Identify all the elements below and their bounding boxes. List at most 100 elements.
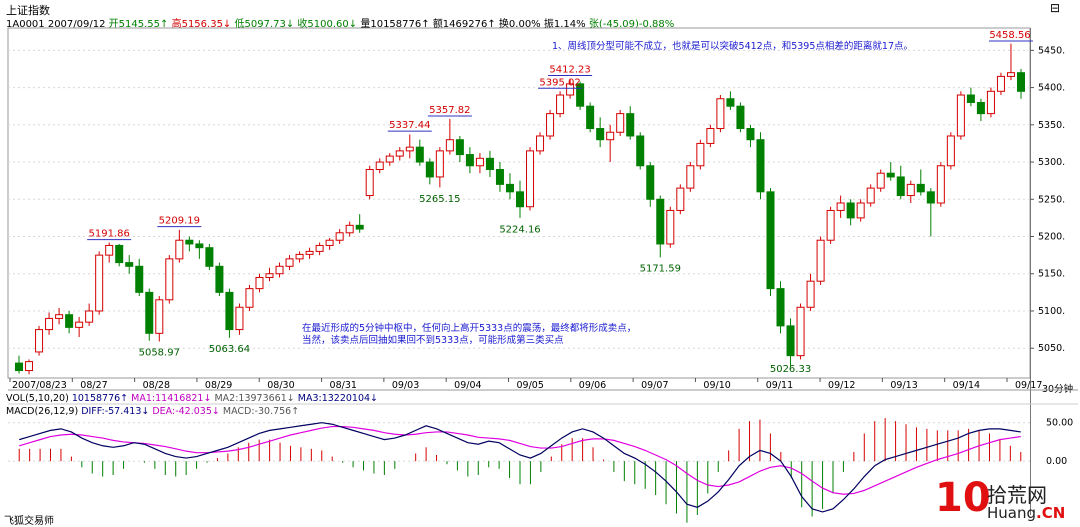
candle-body: [606, 131, 615, 141]
candle-body: [85, 310, 94, 323]
candle-body: [646, 165, 655, 200]
candle-body: [926, 191, 935, 204]
x-tick-label: 09/06: [579, 380, 606, 391]
candle-body: [405, 146, 414, 152]
candle-body: [515, 191, 525, 208]
candle-body: [365, 168, 374, 197]
macd-tick-label: 0.00: [1046, 456, 1067, 467]
trough-label: 5224.16: [499, 225, 540, 236]
chart-title: 上证指数: [6, 4, 50, 17]
candle-body: [285, 258, 294, 267]
code-date: 1A0001 2007/09/12: [6, 19, 106, 30]
vol-line: VOL(5,10,20) 10158776↑ MA1:11416821↓ MA2…: [6, 393, 378, 404]
candle-body: [235, 306, 244, 331]
candle-body: [15, 362, 24, 372]
x-tick-label: 2007/08/23: [12, 380, 67, 391]
candle-body: [536, 135, 545, 152]
note-pivot-2: 当然，该卖点后回抽如果回不到5333点，可能形成第三类买点: [302, 335, 564, 346]
candle-body: [726, 98, 735, 107]
candle-body: [295, 253, 304, 260]
candle-body: [716, 98, 725, 130]
y-tick-label: 5300.: [1038, 157, 1065, 168]
candle-body: [1016, 72, 1025, 92]
candle-body: [55, 314, 64, 319]
candle-body: [676, 187, 685, 211]
x-tick-label: 09/12: [828, 380, 855, 391]
candle-body: [385, 155, 394, 163]
candle-body: [896, 176, 905, 197]
peak-label: 5209.19: [159, 216, 200, 227]
close-value: 收5100.60↓: [297, 19, 358, 30]
candle-body: [936, 165, 945, 204]
candle-body: [976, 101, 985, 115]
candle-body: [245, 288, 254, 308]
candle-body: [836, 202, 845, 211]
candle-body: [876, 172, 885, 189]
candle-body: [746, 128, 755, 141]
candle-body: [205, 247, 214, 267]
candle-body: [526, 150, 535, 208]
diff-line: [19, 422, 1021, 513]
candle-body: [916, 183, 925, 193]
x-tick-label: 09/07: [641, 380, 668, 391]
note-weekly: 1、周线顶分型可能不成立，也就是可以突破5412点，和5395点相差的距离就17…: [552, 41, 913, 52]
candle-body: [75, 321, 84, 328]
candle-body: [65, 314, 74, 328]
candle-body: [786, 325, 795, 357]
candle-body: [225, 291, 234, 331]
candle-body: [666, 209, 675, 245]
corner-icon[interactable]: ⊟: [1050, 1, 1061, 15]
y-tick-label: 5250.: [1038, 194, 1065, 205]
candle-body: [546, 113, 555, 137]
candle-body: [325, 239, 334, 246]
trough-label: 5265.15: [419, 194, 460, 205]
candle-body: [596, 128, 605, 141]
candle-body: [706, 128, 715, 144]
x-tick-label: 09/14: [953, 380, 980, 391]
y-tick-label: 5350.: [1038, 120, 1065, 131]
note-pivot-1: 在最近形成的5分钟中枢中，任何向上高开5333点的震荡，最终都将形成卖点，: [302, 323, 637, 334]
macd-diff: DIFF:-57.413↓: [81, 406, 150, 417]
x-tick-label: 09/13: [890, 380, 917, 391]
candle-body: [175, 239, 184, 260]
change-value: 张(-45.09)-0.88%: [588, 19, 675, 30]
candle-body: [255, 276, 264, 290]
candle-body: [856, 202, 865, 219]
candle-body: [125, 262, 134, 267]
candle-body: [966, 94, 975, 103]
candle-body: [305, 250, 314, 255]
site-watermark: 10 拾荒网 Huang.CN: [935, 475, 1077, 525]
candle-body: [455, 139, 464, 156]
candle-body: [425, 161, 434, 178]
x-tick-label: 09/17: [1015, 380, 1042, 391]
peak-label: 5357.82: [429, 105, 470, 116]
candle-body: [576, 83, 585, 107]
candle-body: [35, 329, 44, 353]
macd-tick-label: 50.00: [1046, 418, 1073, 429]
candle-body: [45, 317, 54, 331]
y-tick-label: 5200.: [1038, 232, 1065, 243]
watermark-en: Huang.CN: [987, 504, 1066, 522]
x-tick-label: 08/27: [80, 380, 107, 391]
macd-dea: DEA:-42.035↓: [152, 406, 220, 417]
footer-label: 飞狐交易师: [4, 516, 54, 527]
candle-body: [415, 146, 424, 163]
x-tick-label: 08/28: [143, 380, 170, 391]
vol-ma1: MA1:11416821↓: [131, 393, 212, 404]
vol-label: VOL(5,10,20): [6, 393, 69, 404]
candle-body: [265, 273, 274, 278]
candle-body: [95, 254, 104, 312]
watermark-number: 10: [935, 475, 991, 521]
volume-value: 量10158776↑: [360, 19, 430, 30]
peak-label: 5412.23: [549, 64, 590, 75]
macd-line: MACD(26,12,9) DIFF:-57.413↓ DEA:-42.035↓…: [6, 406, 299, 417]
candle-body: [956, 94, 965, 137]
x-tick-label: 09/03: [392, 380, 419, 391]
candle-body: [135, 265, 144, 293]
candle-body: [345, 224, 354, 234]
macd-label: MACD(26,12,9): [6, 406, 79, 417]
candle-body: [1006, 72, 1015, 77]
candle-body: [756, 139, 765, 193]
open-value: 开5145.55↑: [108, 19, 169, 30]
candle-body: [315, 244, 324, 252]
